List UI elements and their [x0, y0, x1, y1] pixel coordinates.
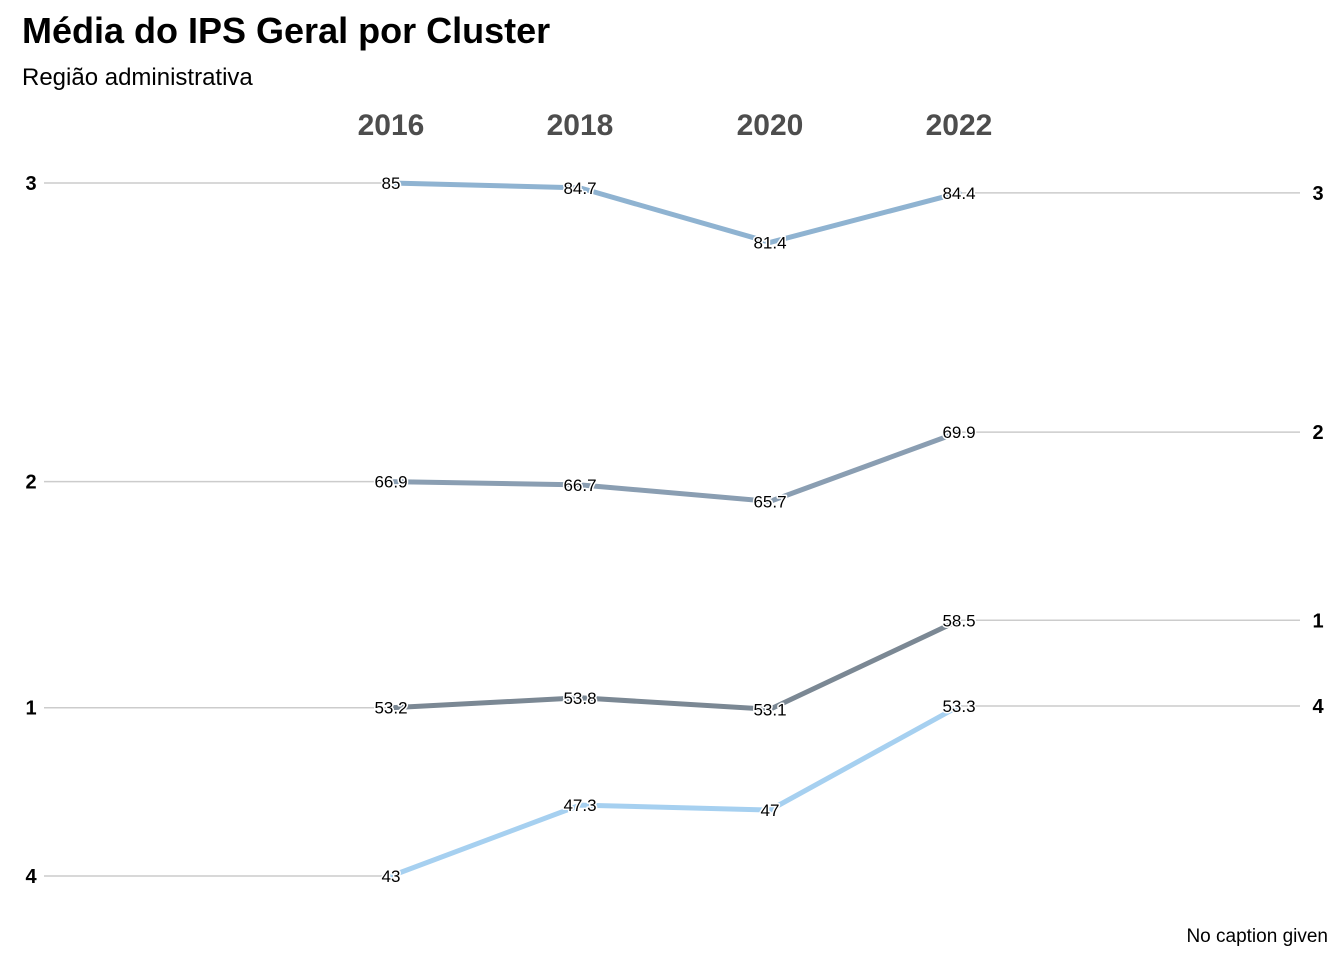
data-label-3-2018: 84.7: [563, 179, 596, 198]
cluster-label-left-1: 1: [25, 698, 36, 720]
data-label-2-2022: 69.9: [942, 423, 975, 442]
year-label-2016: 2016: [358, 109, 425, 142]
cluster-label-left-2: 2: [25, 472, 36, 494]
chart-subtitle: Região administrativa: [22, 64, 253, 91]
data-label-4-2018: 47.3: [563, 796, 596, 815]
cluster-label-right-4: 4: [1312, 696, 1324, 718]
data-label-4-2020: 47: [761, 801, 780, 820]
cluster-label-right-3: 3: [1312, 183, 1323, 205]
chart-title: Média do IPS Geral por Cluster: [22, 10, 550, 51]
year-label-2022: 2022: [926, 109, 993, 142]
year-label-2020: 2020: [737, 109, 804, 142]
data-label-1-2018: 53.8: [563, 689, 596, 708]
cluster-labels: 3 3 2 2 1 1 4 4: [25, 173, 1324, 888]
data-label-3-2020: 81.4: [753, 233, 786, 252]
data-label-2-2016: 66.9: [374, 473, 407, 492]
cluster-label-right-1: 1: [1312, 610, 1323, 632]
chart-caption: No caption given: [1186, 926, 1328, 947]
data-label-4-2022: 53.3: [942, 697, 975, 716]
series-line-4: [388, 703, 962, 879]
cluster-label-right-2: 2: [1312, 422, 1323, 444]
series-line-2: [388, 429, 962, 504]
year-labels: 2016 2018 2020 2022: [358, 109, 993, 142]
year-label-2018: 2018: [547, 109, 614, 142]
cluster-label-left-4: 4: [25, 866, 37, 888]
data-label-2-2018: 66.7: [563, 476, 596, 495]
data-label-4-2016: 43: [382, 867, 401, 886]
data-label-1-2016: 53.2: [374, 699, 407, 718]
cluster-label-left-3: 3: [25, 173, 36, 195]
guide-lines: [44, 182, 1300, 877]
data-label-3-2022: 84.4: [942, 184, 975, 203]
series-line-3: [388, 180, 962, 245]
series-line-1: [388, 617, 962, 712]
data-labels: 85 84.7 81.4 84.4 66.9 66.7 65.7 69.9 53.2 53.8 53…: [373, 173, 977, 888]
data-label-2-2020: 65.7: [753, 492, 786, 511]
data-label-1-2020: 53.1: [753, 700, 786, 719]
data-label-3-2016: 85: [382, 174, 401, 193]
data-label-1-2022: 58.5: [942, 611, 975, 630]
series-lines: [388, 180, 962, 879]
